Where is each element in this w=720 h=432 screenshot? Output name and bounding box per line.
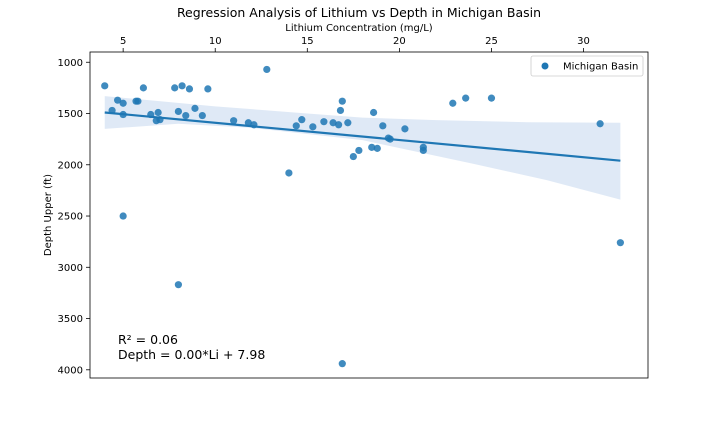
data-point: [292, 122, 300, 130]
legend-label: Michigan Basin: [563, 62, 638, 73]
data-point: [419, 146, 427, 155]
confidence-band: [104, 96, 621, 200]
regression-line: [104, 111, 621, 162]
data-point: [171, 84, 179, 92]
chart-title: Regression Analysis of Lithium vs Depth …: [177, 5, 541, 20]
data-point: [119, 99, 127, 107]
data-point: [368, 143, 376, 151]
legend-box: [530, 55, 644, 77]
data-point: [174, 107, 182, 116]
y-tick-label: 1500: [58, 109, 83, 120]
data-points-layer: [101, 65, 624, 368]
y-tick-label: 4000: [58, 365, 83, 376]
legend-marker: [541, 62, 549, 70]
y-axis-ticks: 1000 1500 2000 2500 3000 3500 4000: [58, 58, 90, 376]
data-point: [198, 111, 206, 120]
data-point: [204, 85, 212, 93]
data-point: [178, 82, 186, 90]
data-point: [349, 152, 357, 161]
data-point: [320, 118, 328, 126]
data-point: [449, 99, 457, 107]
x-tick-label: 20: [393, 36, 406, 47]
data-point: [462, 94, 470, 102]
plot-area-frame: [89, 51, 649, 379]
data-point: [401, 125, 409, 133]
data-point: [114, 96, 122, 104]
data-point: [108, 106, 116, 115]
data-point: [336, 106, 345, 115]
data-point: [335, 121, 343, 129]
data-point: [119, 110, 127, 119]
regression-line-layer: [104, 111, 621, 162]
y-tick-label: 2000: [58, 160, 83, 171]
data-point: [329, 119, 337, 127]
x-tick-label: 10: [209, 36, 222, 47]
data-point: [101, 82, 109, 90]
data-point: [285, 169, 293, 177]
data-point: [487, 94, 496, 102]
data-point: [250, 121, 258, 129]
data-point: [338, 360, 346, 368]
y-tick-label: 3500: [58, 314, 83, 325]
data-point: [309, 123, 317, 131]
data-point: [244, 119, 252, 127]
data-point: [182, 111, 190, 120]
data-point: [156, 116, 164, 124]
data-point: [185, 85, 194, 93]
y-tick-label: 2500: [58, 212, 83, 223]
r-squared-annotation: R² = 0.06: [118, 332, 178, 347]
data-point: [147, 110, 155, 119]
data-point: [263, 65, 271, 74]
regression-equation-annotation: Depth = 0.00*Li + 7.98: [118, 347, 265, 362]
data-point: [373, 144, 381, 152]
data-point: [298, 116, 306, 124]
data-point: [134, 97, 142, 105]
data-point: [119, 212, 127, 220]
data-point: [355, 146, 363, 155]
data-point: [616, 239, 624, 247]
x-tick-label: 5: [120, 36, 126, 47]
data-point: [154, 108, 162, 117]
x-tick-label: 30: [577, 36, 590, 47]
x-tick-label: 25: [485, 36, 498, 47]
y-tick-label: 1000: [58, 58, 83, 69]
data-point: [174, 281, 182, 289]
data-point: [596, 120, 604, 128]
data-point: [191, 104, 199, 112]
data-point: [386, 135, 394, 143]
data-point: [338, 97, 346, 105]
legend: Michigan Basin: [530, 55, 644, 77]
confidence-band-layer: [104, 96, 621, 200]
y-tick-label: 3000: [58, 263, 83, 274]
x-axis-ticks: 5 10 15 20 25 30: [120, 36, 590, 52]
y-axis-label: Depth Upper (ft): [43, 174, 54, 256]
data-point: [230, 117, 238, 125]
x-tick-label: 15: [301, 36, 314, 47]
x-axis-label: Lithium Concentration (mg/L): [285, 23, 432, 34]
data-point: [370, 108, 378, 117]
data-point: [379, 122, 387, 130]
data-point: [344, 119, 352, 127]
data-point: [139, 84, 148, 92]
